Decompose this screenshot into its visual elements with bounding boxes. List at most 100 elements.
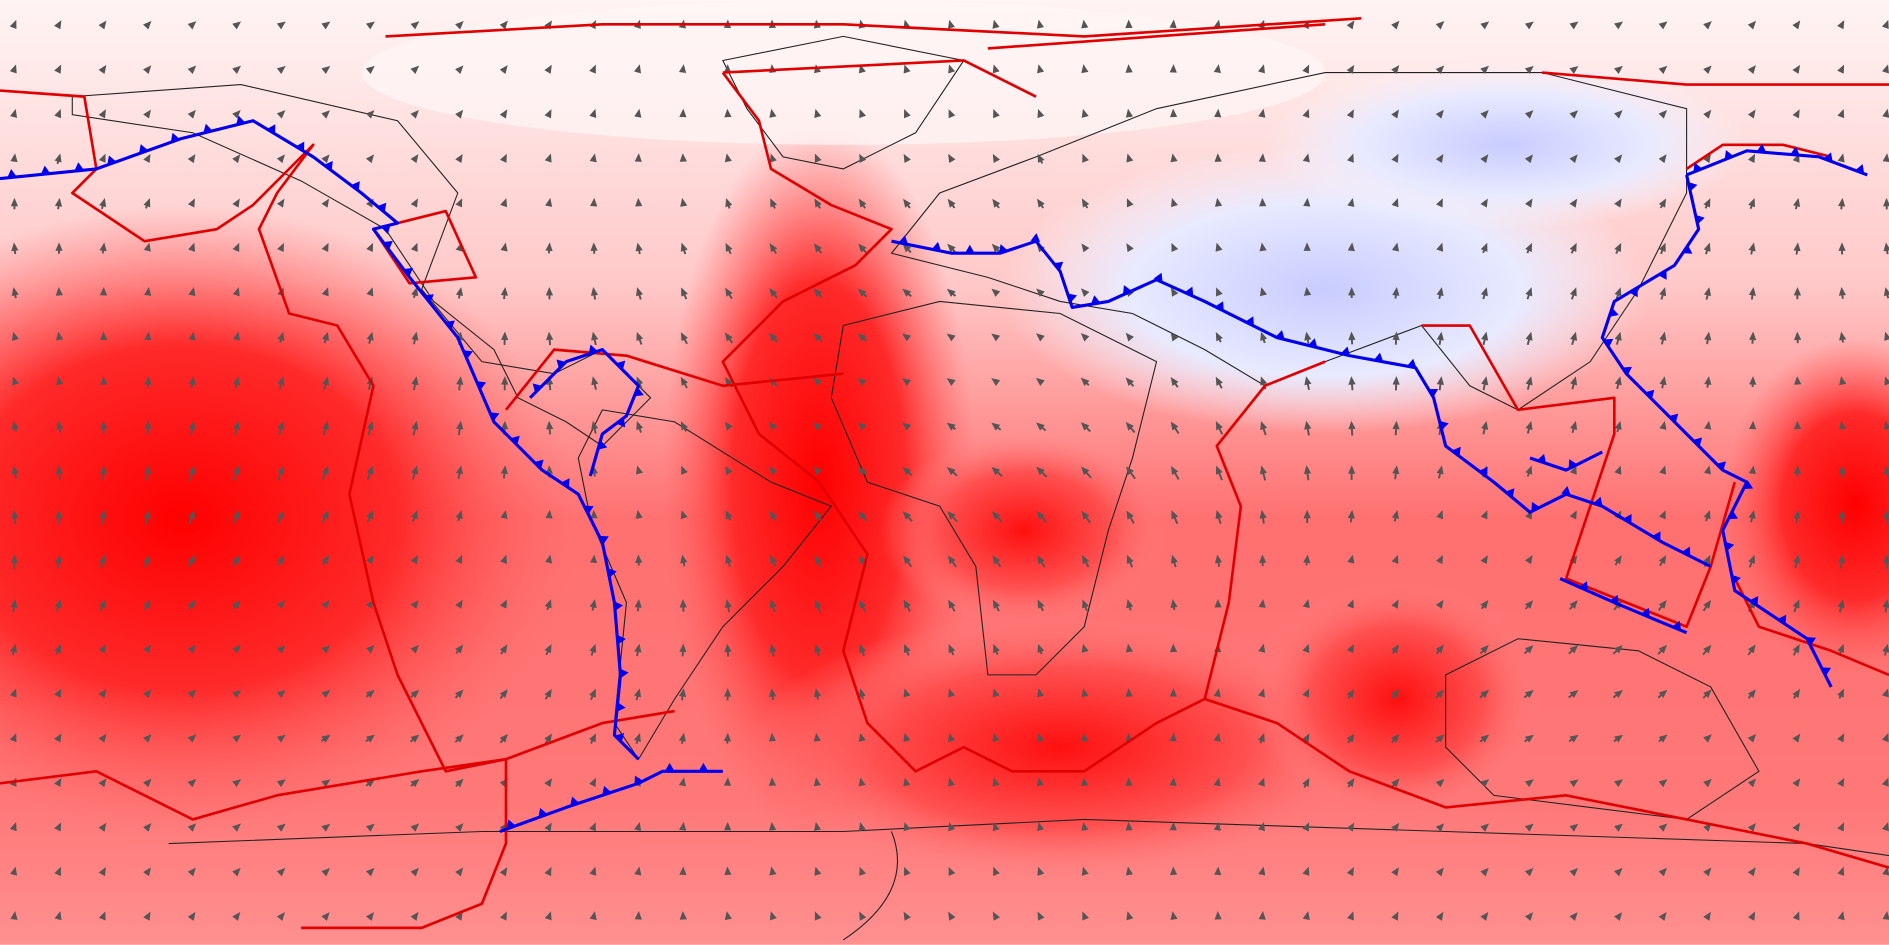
velocity-arrow xyxy=(1037,153,1045,164)
velocity-arrow xyxy=(1435,21,1445,30)
velocity-arrow xyxy=(545,197,553,207)
velocity-arrow xyxy=(1391,911,1399,921)
velocity-arrow xyxy=(1702,644,1712,656)
velocity-arrow xyxy=(1749,331,1757,344)
velocity-arrow xyxy=(276,912,285,921)
velocity-arrow xyxy=(1524,912,1534,921)
arrow-head xyxy=(54,599,62,609)
velocity-arrow xyxy=(1525,420,1533,434)
velocity-arrow xyxy=(455,465,464,480)
velocity-arrow xyxy=(1304,331,1312,344)
arrow-head xyxy=(1126,153,1134,163)
arrow-head xyxy=(680,421,688,431)
velocity-arrow xyxy=(276,110,286,119)
velocity-arrow xyxy=(1882,911,1889,920)
arrow-head xyxy=(679,911,687,920)
velocity-arrow xyxy=(410,823,420,832)
velocity-arrow xyxy=(232,21,242,30)
velocity-arrow xyxy=(903,555,913,568)
arrow-head xyxy=(1037,64,1045,74)
velocity-arrow xyxy=(770,198,778,209)
arrow-head xyxy=(1215,332,1223,342)
velocity-arrow xyxy=(1037,198,1045,209)
velocity-arrow xyxy=(1882,108,1889,118)
arrow-head xyxy=(1436,242,1444,252)
velocity-arrow xyxy=(814,866,822,876)
velocity-arrow xyxy=(366,242,374,253)
velocity-arrow xyxy=(232,644,241,654)
arrow-head xyxy=(232,689,242,699)
arrow-head xyxy=(54,822,62,832)
arrow-head xyxy=(1480,689,1490,699)
velocity-arrow xyxy=(1837,64,1845,74)
velocity-arrow xyxy=(10,108,18,118)
arrow-head xyxy=(55,465,63,474)
arrow-head xyxy=(859,911,867,921)
arrow-head xyxy=(948,109,956,119)
arrow-head xyxy=(1703,154,1711,164)
arrow-head xyxy=(1658,21,1668,30)
velocity-arrow xyxy=(1569,867,1579,877)
arrow-head xyxy=(1391,554,1399,564)
arrow-head xyxy=(55,509,63,519)
trench-tooth xyxy=(1593,496,1603,507)
velocity-arrow xyxy=(546,420,554,435)
arrow-head xyxy=(1747,778,1757,788)
velocity-arrow xyxy=(232,465,240,481)
arrow-head xyxy=(680,332,688,342)
arrow-head xyxy=(1303,509,1311,519)
arrow-head xyxy=(1346,822,1355,832)
velocity-arrow xyxy=(1126,153,1134,163)
velocity-arrow xyxy=(1302,822,1310,832)
arrow-head xyxy=(366,465,374,475)
velocity-arrow xyxy=(723,64,732,73)
arrow-head xyxy=(1569,823,1579,832)
velocity-arrow xyxy=(1882,64,1889,74)
arrow-head xyxy=(724,377,733,386)
arrow-head xyxy=(277,242,284,253)
velocity-arrow xyxy=(1481,420,1489,435)
velocity-arrow xyxy=(1304,420,1312,436)
arrow-head xyxy=(948,64,956,74)
velocity-arrow xyxy=(1569,154,1578,164)
arrow-head xyxy=(499,599,507,609)
arrow-head xyxy=(455,109,464,119)
arrow-head xyxy=(1126,243,1134,253)
velocity-arrow xyxy=(1614,555,1622,566)
trench-tooth xyxy=(1716,461,1726,471)
velocity-arrow xyxy=(1170,287,1179,297)
arrow-head xyxy=(1614,465,1622,475)
velocity-arrow xyxy=(859,153,867,163)
arrow-head xyxy=(1659,331,1667,341)
velocity-arrow xyxy=(1391,153,1399,163)
velocity-arrow xyxy=(993,643,1000,655)
arrow-head xyxy=(1036,732,1044,742)
arrow-head xyxy=(992,688,1000,698)
velocity-arrow xyxy=(410,109,419,119)
arrow-head xyxy=(1525,376,1533,386)
arrow-head xyxy=(1570,331,1578,341)
velocity-arrow xyxy=(276,823,286,832)
arrow-head xyxy=(1171,510,1179,520)
velocity-arrow xyxy=(1480,109,1489,119)
velocity-arrow xyxy=(187,778,197,788)
arrow-head xyxy=(1215,197,1223,207)
arrow-head xyxy=(636,420,644,431)
arrow-head xyxy=(1792,866,1800,877)
arrow-head xyxy=(1792,64,1801,74)
arrow-head xyxy=(633,732,641,743)
arrow-head xyxy=(678,732,686,742)
velocity-arrow xyxy=(859,911,867,921)
velocity-arrow xyxy=(100,331,108,341)
velocity-arrow xyxy=(1258,153,1266,163)
arrow-head xyxy=(455,911,463,921)
velocity-arrow xyxy=(410,644,419,654)
arrow-head xyxy=(1614,734,1624,743)
velocity-arrow xyxy=(54,64,62,74)
velocity-arrow xyxy=(455,65,464,75)
arrow-head xyxy=(769,332,778,342)
arrow-head xyxy=(10,599,18,608)
velocity-arrow xyxy=(1658,867,1668,877)
velocity-arrow xyxy=(143,867,151,877)
velocity-arrow xyxy=(1169,821,1177,831)
